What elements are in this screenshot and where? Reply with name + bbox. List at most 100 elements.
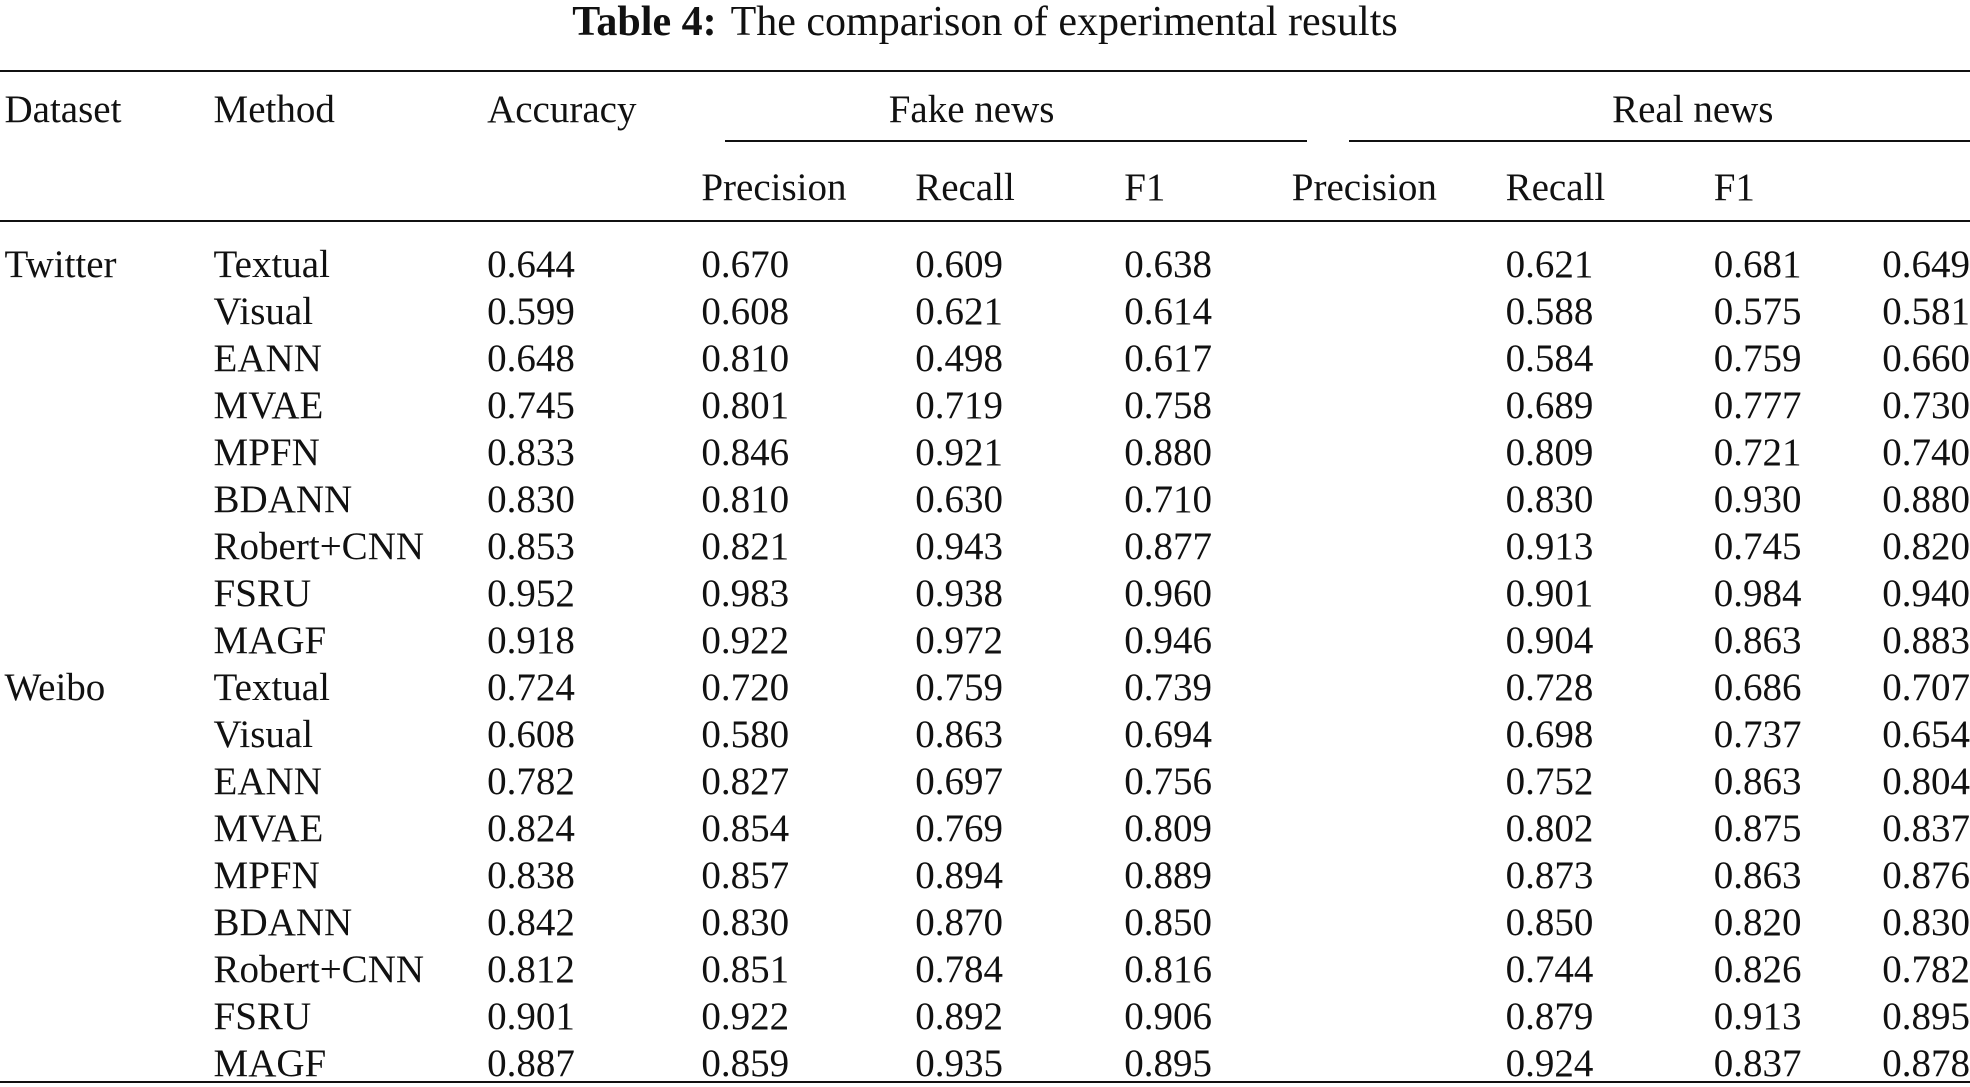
table-row: FSRU 0.901 0.922 0.892 0.906 0.879 0.913 0.895 [0, 993, 1970, 1040]
cell-real-f1: 0.581 [1882, 290, 1970, 333]
column-gap [1292, 523, 1506, 570]
cell-real-recall: 0.863 [1713, 619, 1802, 662]
column-gap [1292, 570, 1506, 617]
caption-label: Table 4: [572, 0, 717, 45]
cell-dataset [4, 335, 213, 382]
cell-real-f1: 0.940 [1882, 572, 1970, 615]
header-real-news: Real news [1612, 87, 1774, 131]
table-row: MAGF 0.918 0.922 0.972 0.946 0.904 0.863 0.883 [0, 617, 1970, 664]
table-body: Twitter Textual 0.644 0.670 0.609 0.638 0.621 0… [0, 229, 1970, 1087]
table-caption: Table 4: The comparison of experimental r… [0, 0, 1970, 44]
cell-fake-precision: 0.608 [701, 290, 790, 333]
cell-fake-recall: 0.697 [915, 760, 1003, 803]
cell-dataset [4, 946, 213, 993]
cell-fake-precision: 0.983 [701, 572, 790, 615]
cell-real-f1: 0.649 [1882, 243, 1970, 286]
cell-accuracy: 0.824 [487, 807, 575, 850]
cell-real-precision: 0.924 [1505, 1042, 1594, 1085]
cell-method: Robert+CNN [213, 948, 425, 991]
cell-fake-recall: 0.863 [915, 713, 1003, 756]
cell-fake-precision: 0.827 [701, 760, 790, 803]
column-gap [1292, 899, 1506, 946]
cell-method: MVAE [213, 384, 324, 427]
cell-dataset [4, 899, 213, 946]
cell-real-f1: 0.895 [1882, 995, 1970, 1038]
cell-real-precision: 0.689 [1505, 384, 1594, 427]
column-gap [1292, 617, 1506, 664]
cell-accuracy: 0.830 [487, 478, 575, 521]
cell-real-precision: 0.850 [1505, 901, 1594, 944]
table-row: MPFN 0.833 0.846 0.921 0.880 0.809 0.721 0.740 [0, 429, 1970, 476]
header-real-recall: Recall [1505, 165, 1606, 209]
table-row: BDANN 0.830 0.810 0.630 0.710 0.830 0.930 0.880 [0, 476, 1970, 523]
cell-fake-precision: 0.857 [701, 854, 790, 897]
cell-dataset [4, 993, 213, 1040]
cell-fake-f1: 0.895 [1124, 1042, 1212, 1085]
cell-method: MAGF [213, 619, 327, 662]
cell-accuracy: 0.648 [487, 337, 575, 380]
column-gap [1292, 711, 1506, 758]
column-gap [1292, 335, 1506, 382]
table-row: MAGF 0.887 0.859 0.935 0.895 0.924 0.837 0.878 [0, 1040, 1970, 1087]
cell-fake-precision: 0.922 [701, 619, 790, 662]
cell-method: Visual [213, 290, 314, 333]
header-dataset: Dataset [4, 87, 122, 131]
cell-dataset [4, 711, 213, 758]
cell-real-precision: 0.879 [1505, 995, 1594, 1038]
cell-real-recall: 0.826 [1713, 948, 1802, 991]
column-gap [1292, 664, 1506, 711]
cell-fake-recall: 0.894 [915, 854, 1003, 897]
cell-fake-recall: 0.784 [915, 948, 1003, 991]
cell-fake-precision: 0.720 [701, 666, 790, 709]
cell-real-recall: 0.686 [1713, 666, 1802, 709]
cell-method: EANN [213, 337, 322, 380]
table-row: MVAE 0.824 0.854 0.769 0.809 0.802 0.875 0.837 [0, 805, 1970, 852]
results-table: Dataset Method Accuracy Fake news Real n… [0, 73, 1970, 1087]
header-accuracy: Accuracy [487, 87, 637, 131]
cell-real-precision: 0.728 [1505, 666, 1594, 709]
cell-real-precision: 0.621 [1505, 243, 1594, 286]
table-row: EANN 0.648 0.810 0.498 0.617 0.584 0.759 0.660 [0, 335, 1970, 382]
cell-fake-precision: 0.922 [701, 995, 790, 1038]
cell-fake-precision: 0.854 [701, 807, 790, 850]
column-gap [1292, 476, 1506, 523]
cell-real-precision: 0.584 [1505, 337, 1594, 380]
column-gap [1292, 1040, 1506, 1087]
cell-method: BDANN [213, 901, 353, 944]
cell-method: MPFN [213, 854, 320, 897]
cell-fake-f1: 0.816 [1124, 948, 1212, 991]
cell-real-precision: 0.901 [1505, 572, 1594, 615]
cell-fake-f1: 0.946 [1124, 619, 1212, 662]
header-rule [0, 220, 1970, 222]
cell-accuracy: 0.838 [487, 854, 575, 897]
cell-method: Textual [213, 666, 330, 709]
table-row: Visual 0.608 0.580 0.863 0.694 0.698 0.737 0.65… [0, 711, 1970, 758]
cell-fake-f1: 0.710 [1124, 478, 1212, 521]
header-fake-f1: F1 [1124, 165, 1166, 209]
cell-real-precision: 0.698 [1505, 713, 1594, 756]
cell-method: EANN [213, 760, 322, 803]
cell-accuracy: 0.833 [487, 431, 575, 474]
cell-fake-f1: 0.617 [1124, 337, 1212, 380]
cell-fake-recall: 0.719 [915, 384, 1003, 427]
column-gap [1292, 852, 1506, 899]
cell-fake-recall: 0.870 [915, 901, 1003, 944]
header-fake-news: Fake news [888, 87, 1055, 131]
cell-fake-precision: 0.810 [701, 478, 790, 521]
table-row: MVAE 0.745 0.801 0.719 0.758 0.689 0.777 0.730 [0, 382, 1970, 429]
cell-real-recall: 0.820 [1713, 901, 1802, 944]
cell-real-recall: 0.575 [1713, 290, 1802, 333]
cell-dataset [4, 805, 213, 852]
cell-real-f1: 0.660 [1882, 337, 1970, 380]
cell-fake-recall: 0.972 [915, 619, 1003, 662]
cell-method: MVAE [213, 807, 324, 850]
cell-real-recall: 0.863 [1713, 760, 1802, 803]
cell-real-precision: 0.904 [1505, 619, 1594, 662]
cell-method: FSRU [213, 572, 312, 615]
cell-method: MPFN [213, 431, 320, 474]
cell-fake-f1: 0.756 [1124, 760, 1212, 803]
cell-real-f1: 0.878 [1882, 1042, 1970, 1085]
table-row: BDANN 0.842 0.830 0.870 0.850 0.850 0.820 0.830 [0, 899, 1970, 946]
table-row: Weibo Textual 0.724 0.720 0.759 0.739 0.728 0.6… [0, 664, 1970, 711]
cell-fake-recall: 0.621 [915, 290, 1003, 333]
